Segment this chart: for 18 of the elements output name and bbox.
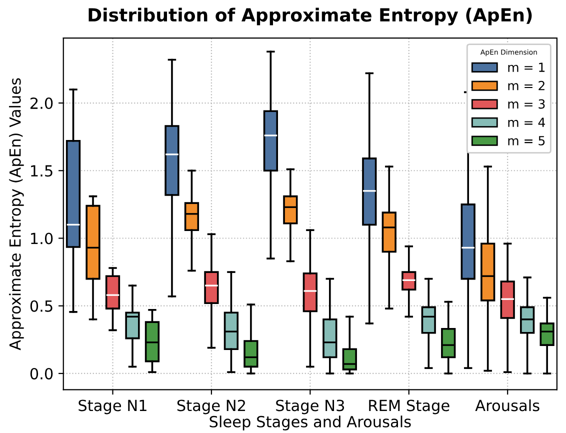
legend-label: m = 5 [508, 136, 545, 146]
legend-label: m = 3 [508, 99, 545, 109]
x-tick-label: Stage N1 [78, 400, 146, 414]
x-tick-label: Stage N2 [177, 400, 245, 414]
x-tick-label: REM Stage [369, 400, 450, 414]
y-tick-label: 1.0 [31, 232, 53, 244]
x-tick-label: Arousals [475, 399, 540, 412]
legend-label: m = 1 [508, 62, 545, 72]
x-tick-label: Stage N3 [276, 400, 344, 414]
y-axis-title: Approximate Entropy (ApEn) Values [9, 78, 24, 350]
y-tick-label: 0.5 [30, 300, 52, 312]
legend-label: m = 4 [508, 118, 545, 127]
y-tick-label: 1.5 [31, 165, 52, 177]
y-tick-label: 0.0 [30, 368, 53, 380]
chart-title: Distribution of Approximate Entropy (ApEn) [88, 8, 532, 26]
x-axis-title: Sleep Stages and Arousals [210, 416, 411, 430]
y-tick-label: 2.0 [30, 97, 53, 110]
legend-label: m = 2 [508, 80, 544, 90]
